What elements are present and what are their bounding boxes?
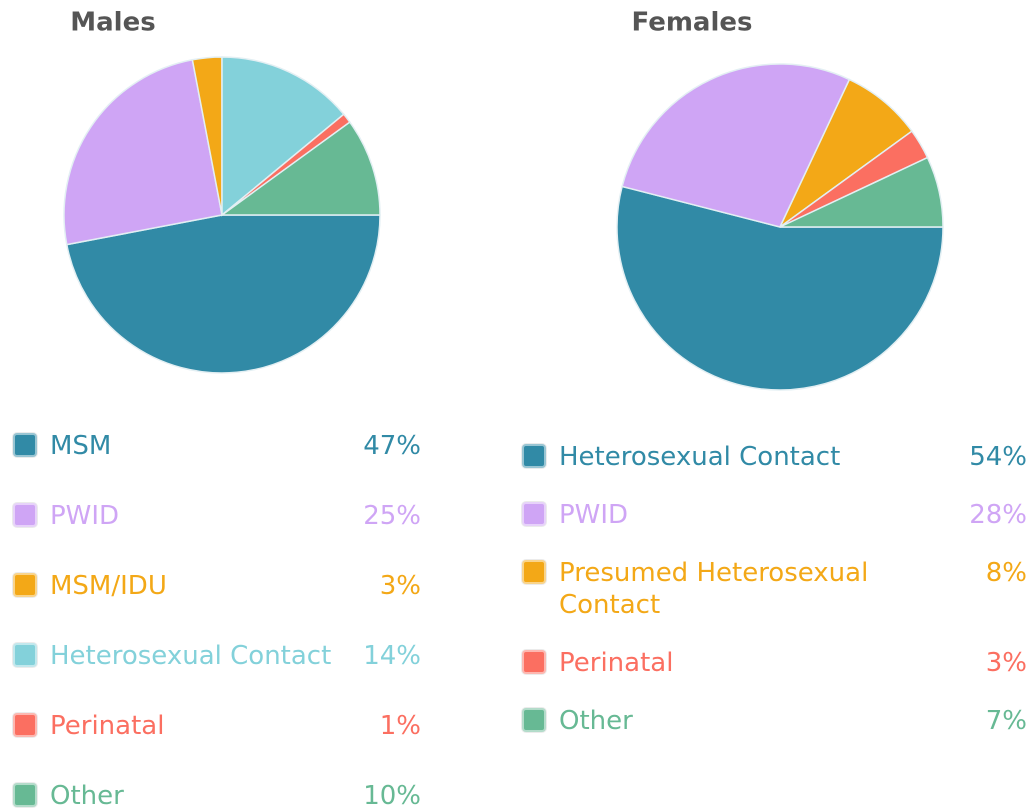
legend-item: MSM 47% xyxy=(13,430,421,462)
legend-swatch xyxy=(13,783,37,807)
legend-label: Presumed Heterosexual Contact xyxy=(559,558,869,620)
chart-title: Females xyxy=(632,8,753,38)
legend-label: PWID xyxy=(50,501,120,531)
legend-label: Other xyxy=(50,781,124,811)
pie-slice xyxy=(779,156,944,228)
legend-item: Perinatal 1% xyxy=(13,710,421,742)
legend-item: Presumed Heterosexual Contact 8% xyxy=(522,557,1027,621)
legend-swatch xyxy=(13,433,37,457)
legend-item: PWID 25% xyxy=(13,500,421,532)
legend-swatch xyxy=(13,713,37,737)
legend-label: MSM xyxy=(50,431,112,461)
legend-value: 28% xyxy=(969,500,1027,530)
legend-value: 47% xyxy=(363,431,421,461)
pie-slice xyxy=(221,56,345,217)
pie-slice xyxy=(616,185,944,391)
legend-value: 3% xyxy=(985,648,1027,678)
legend-value: 1% xyxy=(379,711,421,741)
pie-slice xyxy=(219,121,381,216)
pie-slice xyxy=(621,63,851,228)
legend-swatch xyxy=(13,643,37,667)
legend-item: MSM/IDU 3% xyxy=(13,570,421,602)
legend-label: Heterosexual Contact xyxy=(50,641,332,671)
chart-title: Males xyxy=(70,8,155,38)
legend-item: Heterosexual Contact 54% xyxy=(522,441,1027,473)
pie-slice xyxy=(63,58,223,246)
legend-value: 8% xyxy=(985,558,1027,588)
legend-item: Other 7% xyxy=(522,705,1027,737)
legend-swatch xyxy=(522,502,546,526)
legend-swatch xyxy=(13,573,37,597)
legend-item: Perinatal 3% xyxy=(522,647,1027,679)
legend-value: 54% xyxy=(969,442,1027,472)
legend-item: PWID 28% xyxy=(522,499,1027,531)
legend-swatch xyxy=(522,560,546,584)
legend-swatch xyxy=(13,503,37,527)
legend-value: 3% xyxy=(379,571,421,601)
legend-label: PWID xyxy=(559,500,629,530)
charts: Males Females xyxy=(63,8,944,391)
legend: MSM 47% PWID 25% MSM/IDU 3% Heterosexual Conta… xyxy=(13,430,421,812)
legend: Heterosexual Contact 54% PWID 28% Presumed H… xyxy=(522,441,1027,737)
legend-value: 14% xyxy=(363,641,421,671)
legend-swatch xyxy=(522,708,546,732)
legend-item: Heterosexual Contact 14% xyxy=(13,640,421,672)
legend-swatch xyxy=(522,650,546,674)
legend-item: Other 10% xyxy=(13,780,421,812)
legend-label: MSM/IDU xyxy=(50,571,167,601)
legend-swatch xyxy=(522,444,546,468)
legend-label: Heterosexual Contact xyxy=(559,442,841,472)
legend-value: 25% xyxy=(363,501,421,531)
legend-label: Perinatal xyxy=(50,711,165,741)
legend-label: Other xyxy=(559,706,633,736)
legend-label: Perinatal xyxy=(559,648,674,678)
legend-value: 10% xyxy=(363,781,421,811)
legend-value: 7% xyxy=(985,706,1027,736)
pie-slice xyxy=(65,214,381,374)
